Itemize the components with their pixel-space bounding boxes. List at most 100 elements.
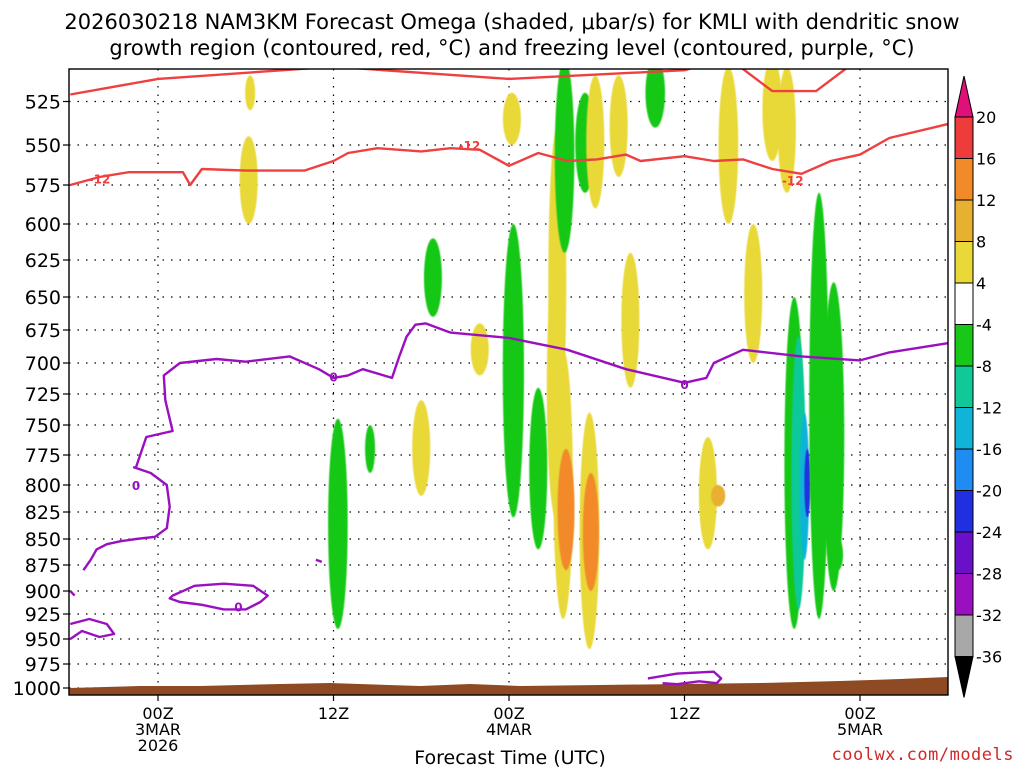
credit-text[interactable]: coolwx.com/models	[832, 745, 1015, 765]
colorbar-bin	[954, 614, 974, 657]
omega-cell	[529, 387, 548, 550]
contour-freezing-loop	[647, 670, 723, 686]
contour-label: 0	[234, 601, 242, 615]
chart-title-line2: growth region (contoured, red, °C) and f…	[109, 36, 914, 60]
contour-freezing-loop	[69, 590, 76, 597]
y-tick-label: 750	[25, 415, 61, 437]
colorbar-label: 8	[976, 233, 986, 252]
x-tick-label: 3MAR	[135, 720, 181, 739]
x-tick-label: 00Z	[493, 704, 524, 723]
omega-cell	[809, 192, 829, 619]
colorbar-bin	[954, 241, 974, 284]
y-axis: 525 550 575 600 625 650 675 700 725 750 775 800 825 8…	[13, 92, 69, 700]
contour-dgz-lower	[69, 122, 948, 187]
colorbar-bin	[954, 448, 974, 491]
contour-freezing-loop	[168, 582, 269, 611]
colorbar-bin	[954, 199, 974, 242]
contour-freezing-level	[134, 322, 948, 468]
omega-cell	[245, 75, 256, 111]
y-tick-label: 900	[25, 581, 61, 603]
omega-cell	[554, 69, 575, 253]
y-tick-label: 825	[25, 502, 61, 524]
x-tick-label: 4MAR	[486, 720, 532, 739]
omega-cell	[582, 473, 599, 591]
colorbar-top-arrow	[954, 75, 974, 118]
omega-cell	[609, 75, 628, 177]
contour-dgz-upper	[70, 69, 848, 96]
colorbar-label: -8	[976, 357, 992, 376]
x-tick-label: 00Z	[142, 704, 173, 723]
y-tick-label: 625	[25, 250, 61, 272]
colorbar-label: -28	[976, 565, 1002, 584]
y-tick-label: 1000	[13, 678, 61, 700]
colorbar-bin	[954, 158, 974, 201]
colorbar-label: -16	[976, 440, 1002, 459]
x-tick-label: 12Z	[318, 704, 349, 723]
colorbar-bin	[954, 490, 974, 533]
chart-title-line1: 2026030218 NAM3KM Forecast Omega (shaded…	[64, 10, 959, 34]
colorbar: 20 16 12 8 4 -4 -8 -12 -16 -20 -24 -28 -32 -36	[954, 75, 1002, 698]
colorbar-label: 4	[976, 274, 986, 293]
x-tick-label: 12Z	[669, 704, 700, 723]
y-tick-label: 650	[25, 287, 61, 309]
contour-freezing-loop	[315, 558, 323, 564]
y-tick-label: 875	[25, 555, 61, 577]
colorbar-bin	[954, 531, 974, 574]
omega-cell	[710, 485, 726, 507]
omega-cell	[470, 323, 489, 376]
omega-cell	[777, 69, 796, 193]
omega-cell	[412, 400, 431, 496]
y-tick-label: 975	[25, 654, 61, 676]
y-tick-label: 800	[25, 475, 61, 497]
omega-cell	[423, 238, 442, 317]
omega-cell	[239, 136, 258, 224]
x-tick-label: 00Z	[844, 704, 875, 723]
x-tick-label: 2026	[138, 736, 179, 755]
colorbar-bin	[954, 116, 974, 159]
y-tick-label: 950	[25, 629, 61, 651]
x-axis-label: Forecast Time (UTC)	[414, 747, 605, 768]
surface-terrain	[69, 677, 948, 695]
colorbar-label: 12	[976, 191, 996, 210]
y-tick-label: 850	[25, 529, 61, 551]
contour-label: -12	[782, 174, 804, 188]
colorbar-bin	[954, 282, 974, 325]
omega-cell	[744, 224, 763, 363]
y-tick-label: 700	[25, 353, 61, 375]
colorbar-bottom-arrow	[954, 656, 974, 698]
colorbar-label: -20	[976, 482, 1002, 501]
omega-cell	[645, 69, 666, 128]
y-tick-label: 575	[25, 175, 61, 197]
colorbar-bin	[954, 324, 974, 367]
contour-label: 0	[132, 479, 140, 493]
contour-lines: -12 -12 -12 0 0 0 0	[69, 69, 948, 686]
contour-label: -12	[89, 173, 111, 187]
colorbar-bin	[954, 365, 974, 408]
omega-cell	[804, 449, 811, 518]
colorbar-bin	[954, 573, 974, 616]
colorbar-label: -32	[976, 606, 1002, 625]
y-tick-label: 525	[25, 92, 61, 114]
colorbar-label: 20	[976, 108, 996, 127]
y-tick-label: 775	[25, 445, 61, 467]
omega-cell	[586, 75, 605, 209]
contour-label: 0	[680, 378, 688, 392]
y-tick-label: 675	[25, 320, 61, 342]
colorbar-label: -12	[976, 399, 1002, 418]
omega-cell	[557, 449, 575, 571]
y-tick-label: 600	[25, 214, 61, 236]
colorbar-label: -4	[976, 316, 992, 335]
colorbar-bin	[954, 407, 974, 450]
y-tick-label: 925	[25, 604, 61, 626]
omega-cell	[502, 92, 521, 145]
omega-cell	[328, 418, 348, 629]
colorbar-label: -36	[976, 648, 1002, 667]
omega-cell	[718, 69, 739, 224]
omega-cell	[833, 539, 844, 571]
contour-label: 0	[329, 371, 337, 385]
y-tick-label: 725	[25, 384, 61, 406]
colorbar-label: -24	[976, 523, 1002, 542]
contour-freezing-loop	[82, 465, 171, 571]
